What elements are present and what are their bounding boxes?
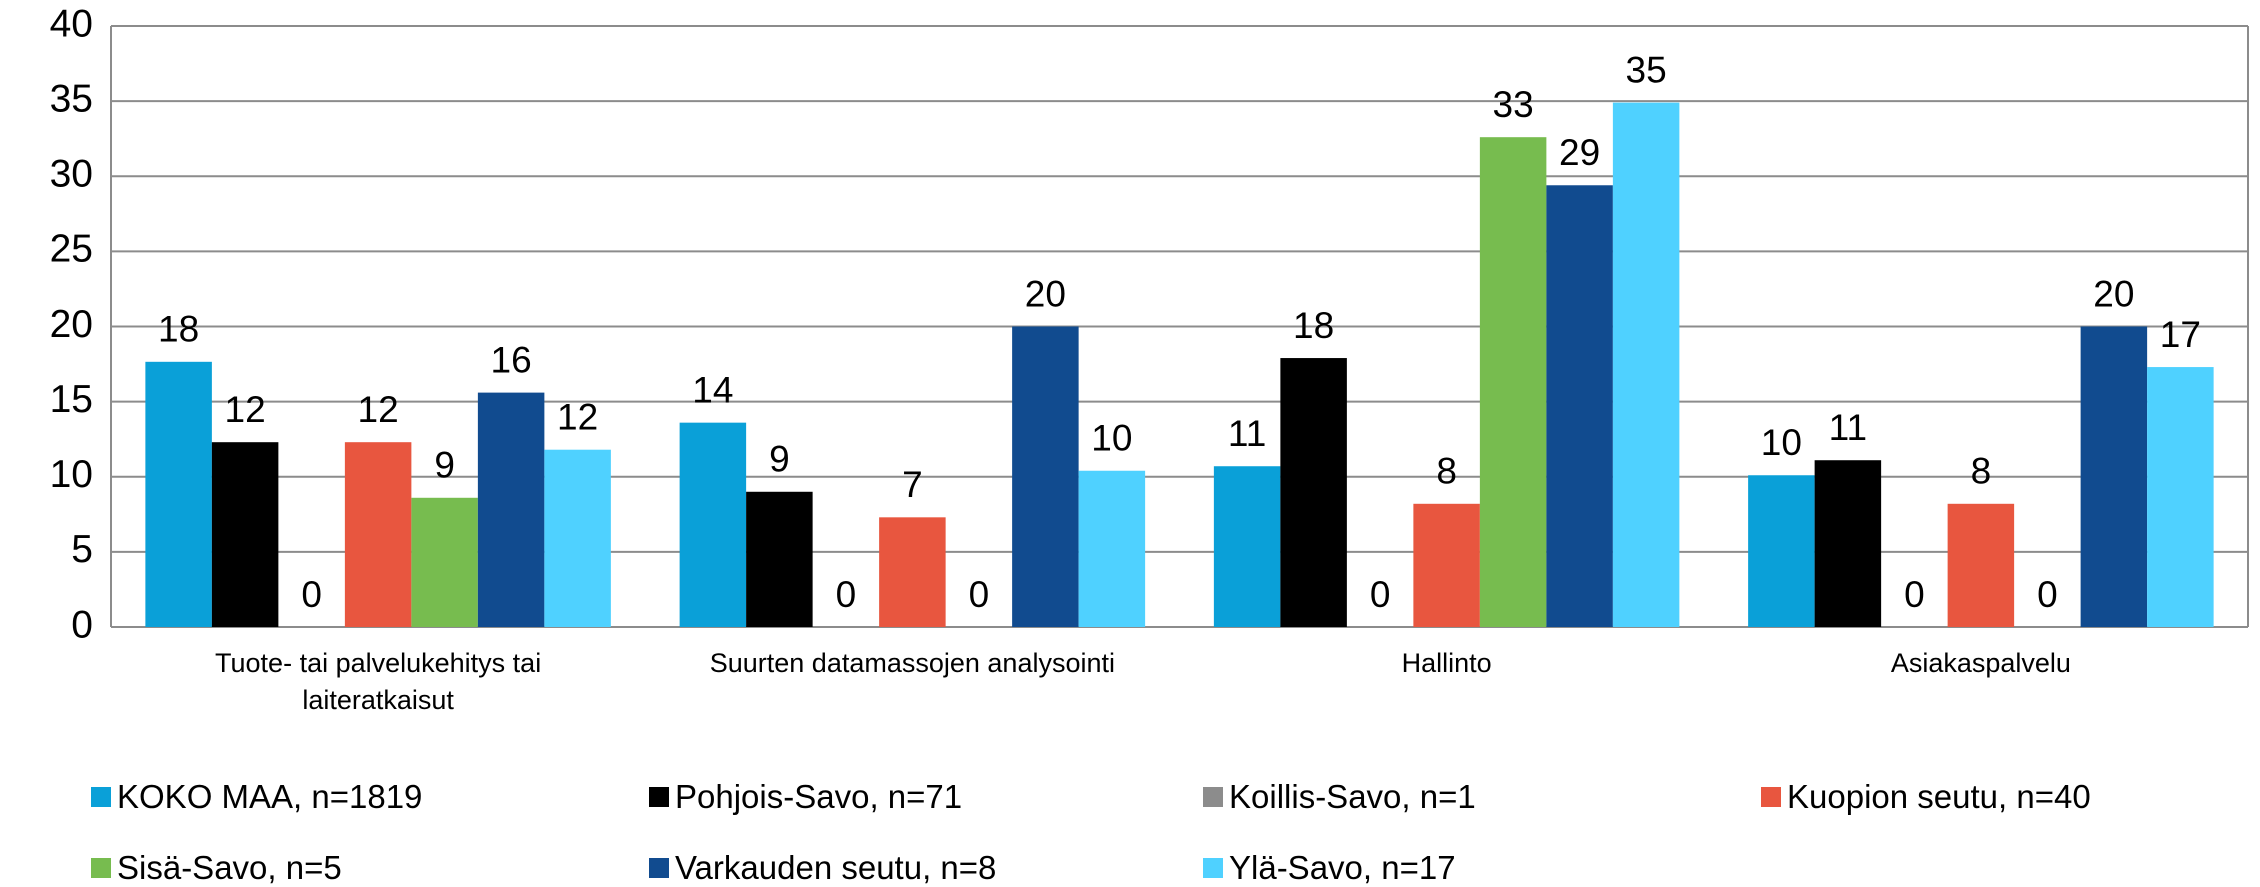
data-label: 0 [301, 574, 322, 615]
legend-label: Sisä-Savo, n=5 [117, 849, 342, 886]
data-label: 12 [557, 396, 598, 437]
data-label: 7 [902, 464, 923, 505]
bar [1280, 358, 1347, 627]
data-label: 0 [1370, 574, 1391, 615]
data-label: 11 [1228, 413, 1266, 454]
legend-label: Pohjois-Savo, n=71 [675, 778, 963, 815]
data-label: 0 [836, 574, 857, 615]
data-label: 14 [692, 369, 733, 410]
data-label: 10 [1761, 422, 1802, 463]
legend-label: Kuopion seutu, n=40 [1787, 778, 2091, 815]
legend-item: Sisä-Savo, n=5 [91, 848, 342, 887]
bar [411, 497, 478, 627]
y-tick-label: 20 [50, 303, 93, 346]
data-label: 8 [1971, 451, 1992, 492]
legend-item: Pohjois-Savo, n=71 [649, 777, 962, 817]
x-tick-label: Asiakaspalvelu [1890, 648, 2071, 678]
data-label: 12 [358, 389, 399, 430]
data-label: 0 [1904, 574, 1925, 615]
bar [2080, 326, 2148, 627]
bar [679, 422, 747, 627]
y-tick-label: 0 [71, 603, 93, 646]
legend-item: Ylä-Savo, n=17 [1203, 848, 1456, 887]
legend-label: Ylä-Savo, n=17 [1229, 849, 1456, 886]
bar [145, 361, 212, 627]
legend-label: Koillis-Savo, n=1 [1229, 778, 1476, 815]
data-label: 33 [1493, 84, 1534, 125]
bar [746, 491, 813, 627]
bar [344, 442, 412, 627]
bar [1413, 503, 1480, 627]
data-label: 8 [1436, 451, 1457, 492]
data-label: 9 [769, 439, 790, 480]
data-label: 18 [158, 309, 199, 350]
data-label: 12 [225, 389, 266, 430]
data-label: 11 [1829, 407, 1867, 448]
x-tick-label: Hallinto [1401, 648, 1492, 678]
bar [1748, 475, 1815, 627]
legend-item: Koillis-Savo, n=1 [1203, 777, 1476, 817]
bar [1814, 460, 1882, 627]
data-label: 0 [969, 574, 990, 615]
y-tick-label: 10 [50, 453, 93, 496]
legend-item: Varkauden seutu, n=8 [649, 848, 996, 887]
bar [1947, 503, 2015, 627]
bar [1546, 185, 1613, 627]
y-tick-label: 35 [50, 77, 93, 120]
legend-swatch [1761, 787, 1781, 807]
data-label: 9 [434, 445, 455, 486]
y-tick-label: 25 [50, 228, 93, 271]
data-label: 0 [2037, 574, 2058, 615]
bar [1012, 326, 1079, 627]
legend-swatch [649, 858, 669, 878]
bar [477, 392, 545, 627]
y-tick-label: 5 [71, 528, 93, 571]
data-label: 35 [1626, 49, 1667, 90]
data-label: 18 [1293, 305, 1334, 346]
legend-swatch [91, 787, 111, 807]
legend-swatch [649, 787, 669, 807]
bar [1612, 102, 1680, 627]
x-tick-label: Suurten datamassojen analysointi [709, 648, 1115, 678]
data-label: 20 [2093, 273, 2134, 314]
data-label: 16 [491, 339, 532, 380]
y-tick-label: 40 [50, 2, 93, 45]
y-tick-label: 30 [50, 153, 93, 196]
bar [544, 449, 611, 627]
x-tick-label: Tuote- tai palvelukehitys tai laiteratka… [215, 648, 542, 715]
y-tick-label: 15 [50, 378, 93, 421]
data-label: 17 [2160, 314, 2201, 355]
bar [1213, 466, 1281, 627]
bar [1078, 470, 1146, 627]
legend-item: Kuopion seutu, n=40 [1761, 777, 2091, 817]
data-label: 10 [1091, 418, 1132, 459]
data-label: 29 [1559, 132, 1600, 173]
legend-label: KOKO MAA, n=1819 [117, 778, 423, 815]
bar [1479, 137, 1547, 627]
bar [2147, 367, 2214, 627]
bar [879, 517, 946, 627]
legend-label: Varkauden seutu, n=8 [675, 849, 997, 886]
bar [211, 442, 279, 627]
data-label: 20 [1025, 273, 1066, 314]
legend-item: KOKO MAA, n=1819 [91, 777, 422, 817]
legend-swatch [1203, 787, 1223, 807]
legend-swatch [91, 858, 111, 878]
legend-swatch [1203, 858, 1223, 878]
